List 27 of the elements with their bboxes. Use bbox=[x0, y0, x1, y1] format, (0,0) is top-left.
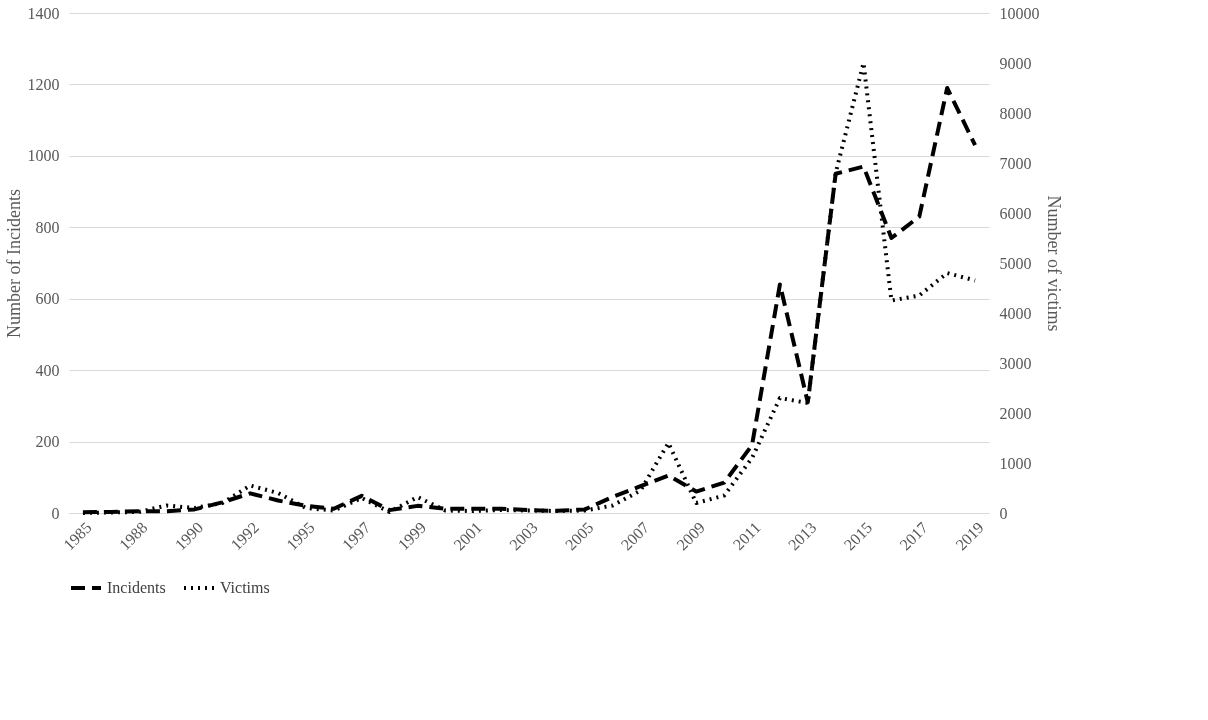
y2-tick-label: 10000 bbox=[999, 4, 1040, 22]
y-tick-label: 1000 bbox=[27, 147, 60, 165]
y2-tick-label: 7000 bbox=[999, 154, 1032, 172]
y2-tick-label: 4000 bbox=[999, 304, 1032, 322]
y2-tick-label: 1000 bbox=[999, 454, 1032, 472]
y2-tick-label: 2000 bbox=[999, 404, 1032, 422]
y2-tick-label: 0 bbox=[999, 504, 1008, 522]
y2-tick-label: 9000 bbox=[999, 54, 1032, 72]
y2-tick-label: 8000 bbox=[999, 104, 1032, 122]
x-tick-label: 1990 bbox=[171, 518, 207, 554]
y2-tick-label: 3000 bbox=[999, 354, 1032, 372]
x-tick-label: 2011 bbox=[729, 518, 764, 554]
y-tick-label: 600 bbox=[35, 290, 60, 308]
y-tick-label: 200 bbox=[35, 433, 60, 451]
y2-tick-label: 5000 bbox=[999, 254, 1032, 272]
legend-label: Victims bbox=[220, 579, 270, 596]
y2-tick-label: 6000 bbox=[999, 204, 1032, 222]
x-tick-label: 1999 bbox=[394, 518, 430, 554]
y-tick-label: 0 bbox=[51, 504, 60, 522]
y-axis-title: Number of Incidents bbox=[3, 189, 24, 338]
y-tick-label: 1400 bbox=[27, 4, 60, 22]
legend-label: Incidents bbox=[107, 579, 166, 596]
y2-axis-title: Number of victims bbox=[1043, 195, 1064, 332]
y-tick-label: 400 bbox=[35, 361, 60, 379]
x-tick-label: 1992 bbox=[227, 518, 263, 554]
y-tick-label: 1200 bbox=[27, 75, 60, 93]
y-tick-label: 800 bbox=[35, 218, 60, 236]
